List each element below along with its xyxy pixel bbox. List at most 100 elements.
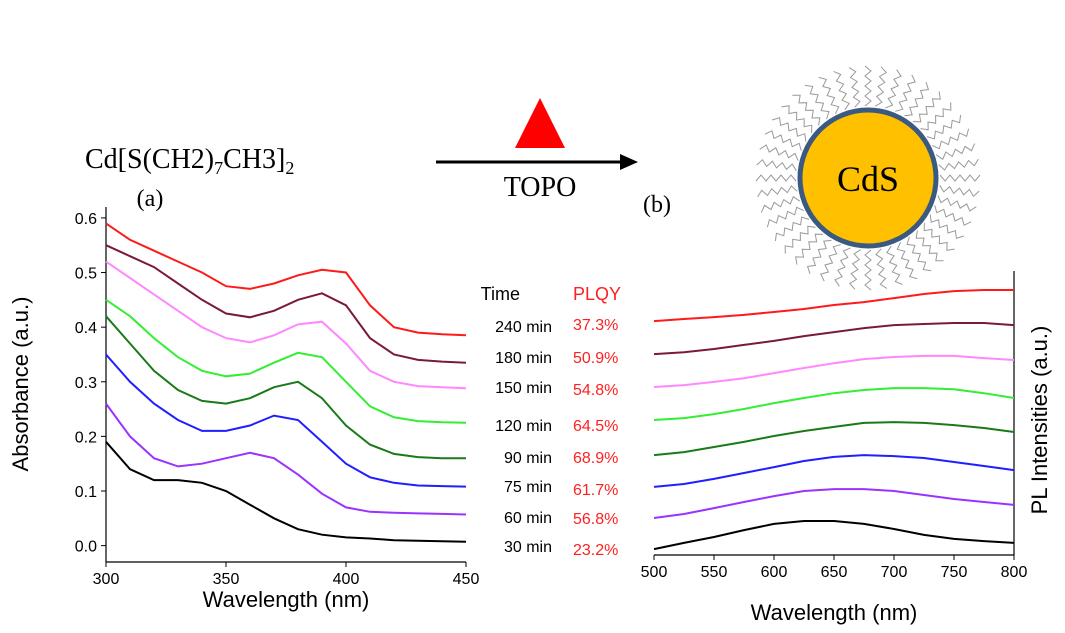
x-tick-label: 350 <box>213 571 240 588</box>
legend-entry: 90 min <box>504 450 552 467</box>
ligand <box>936 144 974 160</box>
legend-entry: 240 min <box>495 319 552 336</box>
legend-entry: 54.8% <box>573 382 618 399</box>
x-tick-label: 500 <box>641 564 668 581</box>
x-axis-label: Wavelength (nm) <box>203 587 370 612</box>
x-axis-label: Wavelength (nm) <box>751 600 918 625</box>
legend-entry: 180 min <box>495 350 552 367</box>
ligand <box>757 160 797 171</box>
ligand <box>940 175 980 181</box>
y-tick-label: 0.5 <box>75 266 97 283</box>
ligand <box>865 66 871 106</box>
ligand <box>849 68 860 108</box>
condition-label: TOPO <box>504 172 577 203</box>
formula-part: Cd[S(CH2) <box>85 144 214 175</box>
x-tick-label: 600 <box>761 564 788 581</box>
y-tick-label: 0.6 <box>75 211 97 228</box>
x-tick-label: 750 <box>941 564 968 581</box>
y-tick-label: 0.4 <box>75 320 97 337</box>
legend-entry: 30 min <box>504 539 552 556</box>
ligand <box>940 185 980 196</box>
ligand <box>930 214 964 238</box>
heat-symbol <box>515 98 565 148</box>
formula-part: CH3] <box>223 144 285 175</box>
series-line <box>654 323 1014 354</box>
y-tick-label: 0.3 <box>75 375 97 392</box>
legend-entry: 75 min <box>504 479 552 496</box>
ligand <box>920 102 950 129</box>
panel-label: (b) <box>643 192 671 218</box>
ligand <box>904 82 928 116</box>
ligand <box>821 245 841 281</box>
series-line <box>654 455 1014 487</box>
ligand <box>850 250 861 290</box>
series-line <box>106 316 466 458</box>
ligand <box>865 250 871 290</box>
legend-entry: 50.9% <box>573 350 618 367</box>
ligand <box>808 240 832 274</box>
legend-entry: 60 min <box>504 510 552 527</box>
arrow-head <box>620 154 638 170</box>
legend-entry: 120 min <box>495 418 552 435</box>
ligand <box>760 145 798 161</box>
series-line <box>106 245 466 363</box>
legend-entry: 23.2% <box>573 542 618 559</box>
ligand <box>916 230 943 260</box>
y-tick-label: 0.2 <box>75 429 97 446</box>
legend-entry: 37.3% <box>573 317 618 334</box>
series-line <box>654 521 1014 549</box>
formula-subscript: 7 <box>214 158 223 178</box>
ligand <box>927 115 961 139</box>
ligand <box>895 75 915 111</box>
charts: 300 350 400 450 0.0 0.1 0.2 0.3 0.4 0.5 0.6 Wavelen… <box>8 186 1052 625</box>
series-line <box>106 300 466 423</box>
ligand <box>805 85 829 119</box>
y-tick-label: 0.1 <box>75 484 97 501</box>
legend-title: PLQY <box>573 284 621 304</box>
panel-label: (a) <box>137 186 164 212</box>
ligand <box>935 205 971 225</box>
figure: CdS Cd[S(CH2)7CH3]2 TOPO 300 350 400 450 0.0… <box>0 0 1065 633</box>
series-line <box>654 422 1014 455</box>
legend-title: Time <box>481 284 520 304</box>
product-label: CdS <box>837 159 899 199</box>
ligand <box>765 131 801 151</box>
legend-entry: 61.7% <box>573 482 618 499</box>
ligand <box>885 70 901 108</box>
x-tick-label: 400 <box>333 571 360 588</box>
legend-entry: 64.5% <box>573 418 618 435</box>
series-line <box>654 489 1014 518</box>
reactant-formula: Cd[S(CH2)7CH3]2 <box>85 144 294 178</box>
legend-entry: 150 min <box>495 380 552 397</box>
ligand <box>876 249 887 289</box>
ligand <box>938 195 976 211</box>
y-axis-label: PL Intensities (a.u.) <box>1027 326 1052 515</box>
x-tick-label: 550 <box>701 564 728 581</box>
ligand <box>758 186 798 197</box>
y-tick-label: 0.0 <box>75 539 97 556</box>
ligand <box>756 175 796 181</box>
formula-subscript: 2 <box>285 158 294 178</box>
series-line <box>106 223 466 335</box>
series-line <box>654 290 1014 321</box>
legend-entry: 56.8% <box>573 511 618 528</box>
series-line <box>106 262 466 389</box>
ligand <box>775 217 809 241</box>
legend-entry: 68.9% <box>573 450 618 467</box>
ligand <box>761 197 799 213</box>
y-axis-label: Absorbance (a.u.) <box>8 297 33 472</box>
x-tick-label: 650 <box>821 564 848 581</box>
x-tick-label: 300 <box>93 571 120 588</box>
x-tick-label: 450 <box>453 571 480 588</box>
x-tick-label: 700 <box>881 564 908 581</box>
ligand <box>792 95 819 125</box>
ligand <box>835 248 851 286</box>
ligand <box>907 237 931 271</box>
series-line <box>654 356 1014 387</box>
series-line <box>654 388 1014 420</box>
ligand <box>772 118 806 142</box>
ligand <box>887 246 903 284</box>
ligand <box>875 67 886 107</box>
ligand <box>834 71 850 109</box>
x-tick-label: 800 <box>1001 564 1028 581</box>
